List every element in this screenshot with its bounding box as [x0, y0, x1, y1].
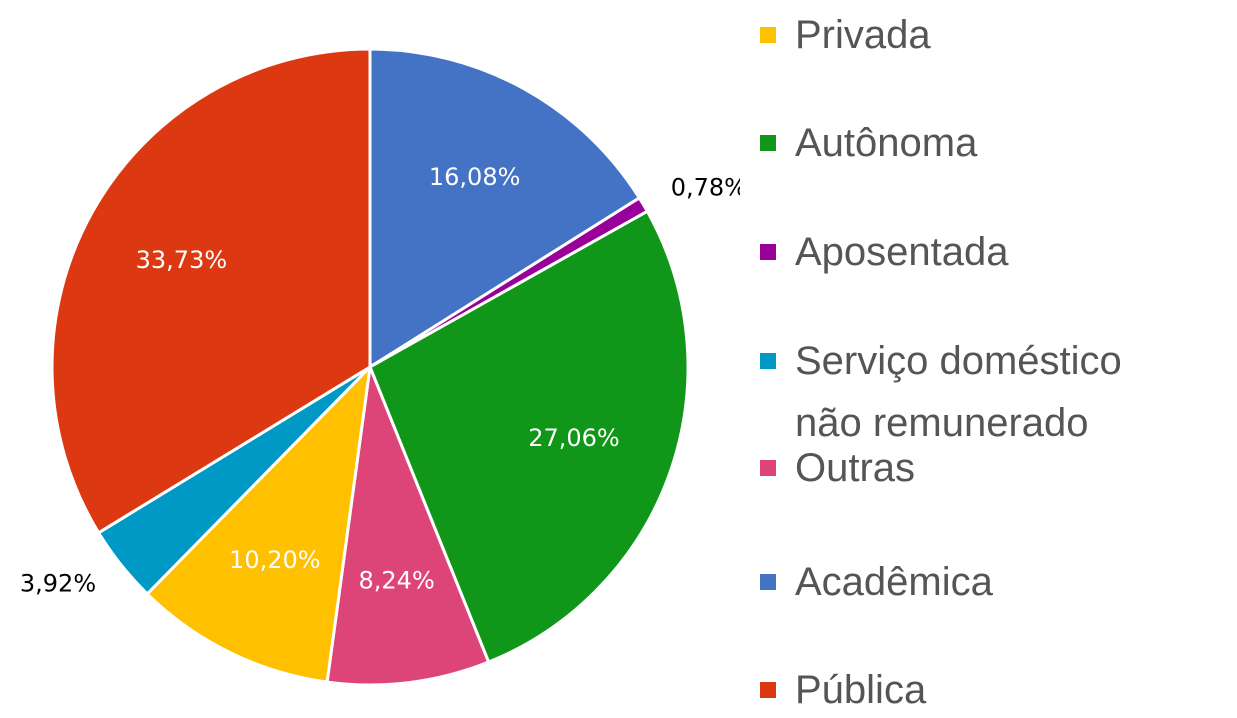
legend-swatch: [760, 574, 776, 590]
legend-swatch: [760, 135, 776, 151]
slice: [325, 361, 491, 687]
legend-swatch: [760, 27, 776, 43]
legend-label: Acadêmica: [795, 560, 993, 604]
legend-label: Outras: [795, 446, 916, 490]
data-label: 3,92%: [20, 570, 96, 598]
data-label: 27,06%: [528, 424, 620, 452]
legend-swatch: [760, 682, 776, 698]
data-label: 16,08%: [429, 163, 521, 191]
legend-label: Aposentada: [795, 230, 1009, 274]
slice: [368, 209, 690, 664]
data-label: 33,73%: [136, 246, 228, 274]
data-label: 0,78%: [671, 173, 740, 201]
legend-label: Autônoma: [795, 121, 978, 165]
slice: [50, 47, 372, 535]
slice: [368, 47, 642, 370]
legend-swatch: [760, 244, 776, 260]
legend-swatch: [760, 460, 776, 476]
legend-label: Privada: [795, 13, 931, 57]
slice: [145, 362, 373, 684]
legend-label: Pública: [795, 668, 927, 712]
data-label: 10,20%: [229, 546, 321, 574]
legend-label: Serviço doméstico não remunerado: [795, 339, 1122, 445]
legend-swatch: [760, 353, 776, 369]
pie-area: 16,08% 0,78% 27,06% 8,24% 10,20% 3,92% 33,73%: [20, 47, 740, 687]
data-label: 8,24%: [359, 567, 435, 595]
